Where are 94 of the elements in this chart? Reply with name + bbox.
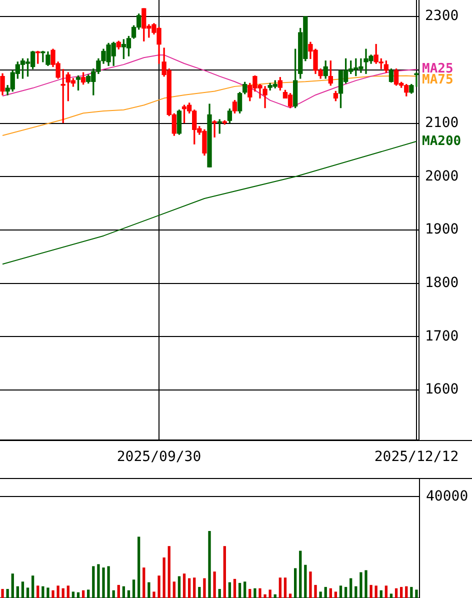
- bar: [248, 588, 252, 598]
- bar: [208, 531, 211, 598]
- bar: [168, 546, 170, 598]
- bar: [46, 588, 50, 598]
- bar: [350, 578, 352, 598]
- bar: [16, 586, 19, 598]
- bar: [228, 582, 232, 598]
- bar: [42, 586, 44, 598]
- bar: [148, 582, 150, 598]
- bar: [299, 550, 302, 598]
- bar: [254, 588, 256, 598]
- bar: [223, 546, 226, 598]
- bar: [102, 568, 105, 598]
- bar: [274, 594, 276, 598]
- bar: [294, 568, 297, 598]
- bar: [218, 588, 221, 598]
- bar: [6, 588, 9, 598]
- x-tick-label: 2025/09/30: [116, 449, 202, 466]
- bar: [122, 586, 126, 598]
- bar: [72, 592, 75, 598]
- bar: [284, 578, 287, 598]
- bar: [360, 572, 362, 598]
- bar: [76, 592, 80, 598]
- bar: [278, 578, 282, 598]
- bar: [258, 588, 262, 598]
- bar: [158, 576, 160, 598]
- text: 40000: [426, 488, 468, 505]
- bar: [182, 574, 186, 598]
- y-tick-label: 2300: [425, 8, 459, 24]
- bar: [162, 557, 166, 598]
- bar: [172, 582, 176, 598]
- bar: [36, 586, 40, 598]
- y-tick-label: 1900: [425, 222, 459, 238]
- bar: [319, 592, 322, 598]
- bar: [244, 582, 246, 598]
- bar: [324, 586, 327, 598]
- bar: [264, 594, 266, 598]
- bar: [354, 586, 358, 598]
- bar: [415, 590, 418, 598]
- bar: [152, 592, 156, 598]
- bar: [198, 586, 201, 598]
- bar: [117, 584, 120, 598]
- y-tick-label: 2000: [425, 168, 459, 184]
- bar: [329, 588, 332, 598]
- y-tick-label: 1700: [425, 328, 459, 344]
- y-tick-label: 1600: [425, 382, 459, 398]
- bar: [66, 586, 70, 598]
- bar: [405, 586, 408, 598]
- bar: [1, 588, 4, 598]
- bar: [400, 586, 403, 598]
- bar: [97, 564, 100, 598]
- bar: [26, 588, 30, 598]
- bar: [314, 584, 317, 598]
- bar: [370, 584, 372, 598]
- bar: [132, 580, 136, 598]
- bar: [31, 576, 34, 598]
- series-label: MA200: [422, 134, 462, 149]
- bar: [309, 572, 312, 598]
- bar: [82, 590, 85, 598]
- bar: [304, 564, 307, 598]
- bar: [410, 586, 413, 598]
- bar: [344, 586, 348, 598]
- bar: [334, 592, 338, 598]
- bar: [52, 590, 54, 598]
- bar: [127, 590, 130, 598]
- bar: [21, 582, 24, 598]
- bar: [339, 586, 342, 598]
- bar: [188, 578, 191, 598]
- y-tick-label: 2100: [425, 114, 459, 131]
- bar: [364, 570, 368, 598]
- bar: [203, 578, 206, 598]
- bar: [107, 566, 110, 598]
- bar: [233, 578, 236, 598]
- bar: [238, 582, 242, 598]
- bar: [92, 566, 95, 598]
- bar: [288, 594, 292, 598]
- bar: [390, 594, 393, 598]
- bar: [142, 568, 146, 598]
- bar: [394, 588, 398, 598]
- bar: [62, 588, 64, 598]
- bar: [380, 590, 382, 598]
- bar: [268, 590, 272, 598]
- bar: [87, 590, 90, 598]
- y-tick-label: 1800: [425, 274, 459, 291]
- bar: [56, 586, 60, 598]
- bar: [374, 586, 378, 598]
- bar: [213, 572, 216, 598]
- bar: [137, 536, 140, 598]
- x-tick-label: 2025/12/12: [374, 449, 459, 466]
- bar: [384, 586, 388, 598]
- bar: [11, 574, 14, 598]
- bar: [193, 578, 196, 598]
- bar: [178, 576, 181, 598]
- bar: [112, 590, 115, 598]
